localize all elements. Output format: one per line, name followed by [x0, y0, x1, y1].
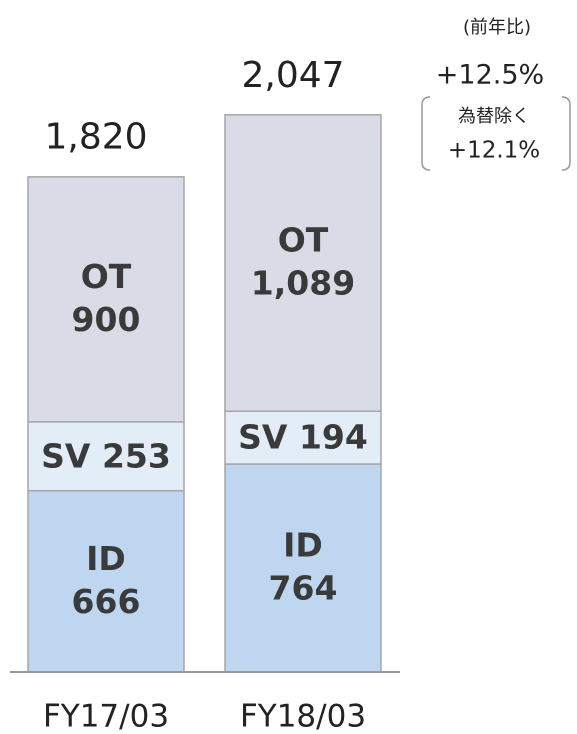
annotation: (前年比)	[463, 17, 531, 38]
annotation: +12.5%	[436, 60, 544, 91]
segment-value: 764	[269, 569, 338, 608]
x-tick-label: FY17/03	[43, 699, 169, 734]
bar-segment	[27, 176, 185, 423]
bar-segment	[224, 410, 382, 465]
bracket	[421, 96, 571, 171]
bar-segment	[224, 463, 382, 673]
segment-value: 253	[102, 436, 171, 475]
total-label: 1,820	[44, 117, 147, 158]
segment-value: 900	[72, 300, 141, 339]
segment-label: SV 194	[238, 417, 368, 456]
annotation: +12.1%	[448, 138, 540, 164]
series-name: SV	[41, 436, 91, 475]
bar-segment	[224, 114, 382, 412]
total-label: 2,047	[241, 55, 344, 96]
x-tick-label: FY18/03	[240, 699, 366, 734]
annotation: 為替除く	[458, 106, 530, 127]
segment-label: ID	[283, 526, 323, 565]
segment-label: OT	[278, 221, 329, 260]
segment-label: SV 253	[41, 436, 171, 475]
segment-value: 666	[72, 582, 141, 621]
bar-segment	[27, 489, 185, 673]
segment-label: ID	[86, 539, 126, 578]
segment-value: 1,089	[251, 264, 355, 303]
series-name: SV	[238, 417, 288, 456]
segment-label: OT	[81, 257, 132, 296]
segment-value: 194	[299, 417, 368, 456]
